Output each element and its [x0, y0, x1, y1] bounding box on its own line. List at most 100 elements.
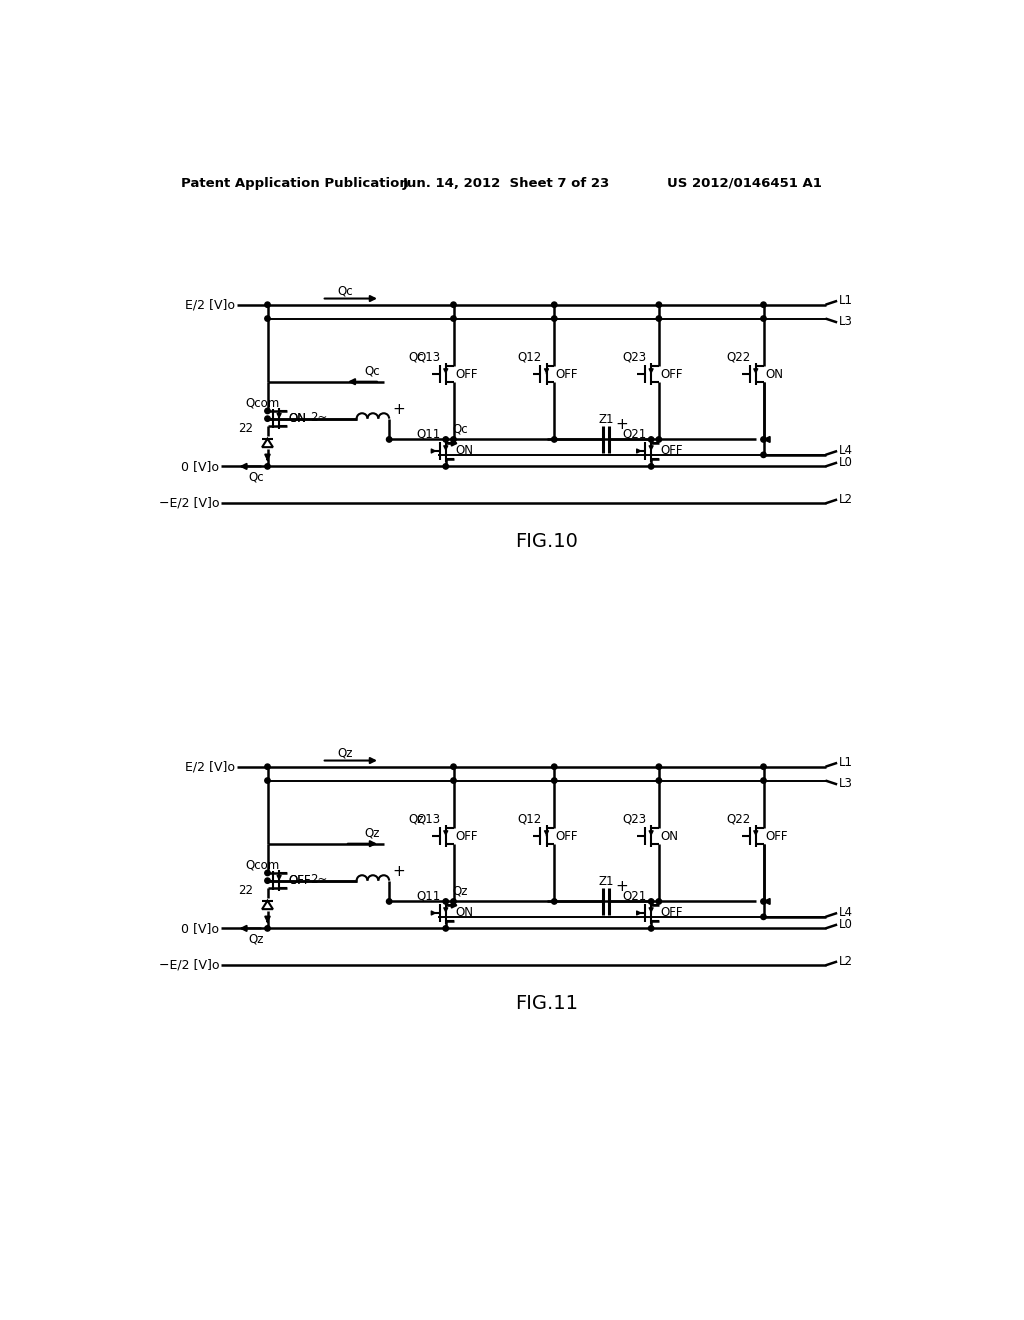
Circle shape — [265, 777, 270, 783]
Text: Qc: Qc — [337, 284, 353, 297]
Circle shape — [761, 437, 766, 442]
Circle shape — [443, 463, 449, 469]
Circle shape — [451, 777, 457, 783]
Text: Qcom: Qcom — [246, 397, 280, 409]
Circle shape — [656, 302, 662, 308]
Circle shape — [761, 915, 766, 920]
Text: +: + — [615, 879, 629, 894]
Text: OFF: OFF — [455, 829, 477, 842]
Text: −E/2 [V]o: −E/2 [V]o — [159, 496, 219, 510]
Text: Qz: Qz — [337, 746, 352, 759]
Circle shape — [265, 416, 270, 421]
Circle shape — [552, 777, 557, 783]
Text: Q23: Q23 — [622, 813, 646, 825]
Text: Jun. 14, 2012  Sheet 7 of 23: Jun. 14, 2012 Sheet 7 of 23 — [403, 177, 610, 190]
Text: 2~: 2~ — [310, 873, 328, 886]
Text: ON: ON — [289, 412, 306, 425]
Circle shape — [761, 302, 766, 308]
Circle shape — [552, 764, 557, 770]
Text: FIG.11: FIG.11 — [515, 994, 578, 1014]
Text: E/2 [V]o: E/2 [V]o — [185, 760, 234, 774]
Circle shape — [552, 899, 557, 904]
Text: OFF: OFF — [455, 367, 477, 380]
Text: +: + — [392, 401, 406, 417]
Circle shape — [443, 925, 449, 931]
Text: OFF: OFF — [289, 874, 311, 887]
Text: Qc: Qc — [409, 351, 424, 363]
Text: ON: ON — [455, 445, 473, 458]
Text: OFF: OFF — [765, 829, 787, 842]
Text: +: + — [615, 417, 629, 432]
Circle shape — [265, 870, 270, 875]
Text: FIG.10: FIG.10 — [515, 532, 578, 552]
Text: Q23: Q23 — [622, 351, 646, 363]
Text: L4: L4 — [839, 445, 853, 458]
Circle shape — [656, 899, 662, 904]
Circle shape — [265, 315, 270, 321]
Text: OFF: OFF — [556, 367, 579, 380]
Text: Q12: Q12 — [517, 351, 542, 363]
Text: L0: L0 — [839, 917, 853, 931]
Text: ON: ON — [455, 907, 473, 920]
Text: Q13: Q13 — [417, 351, 440, 363]
Circle shape — [648, 925, 654, 931]
Circle shape — [451, 302, 457, 308]
Text: OFF: OFF — [660, 367, 683, 380]
Text: L1: L1 — [839, 756, 853, 770]
Text: US 2012/0146451 A1: US 2012/0146451 A1 — [667, 177, 821, 190]
Text: L3: L3 — [839, 777, 853, 791]
Text: OFF: OFF — [556, 829, 579, 842]
Circle shape — [265, 925, 270, 931]
Circle shape — [656, 315, 662, 321]
Text: 0 [V]o: 0 [V]o — [181, 459, 219, 473]
Text: 2~: 2~ — [310, 411, 328, 424]
Text: L4: L4 — [839, 907, 853, 920]
Text: L1: L1 — [839, 294, 853, 308]
Text: Q21: Q21 — [622, 428, 646, 441]
Text: +: + — [392, 863, 406, 879]
Text: Patent Application Publication: Patent Application Publication — [180, 177, 409, 190]
Text: Q21: Q21 — [622, 890, 646, 903]
Circle shape — [451, 899, 457, 904]
Text: Qz: Qz — [365, 826, 380, 840]
Circle shape — [451, 315, 457, 321]
Circle shape — [451, 764, 457, 770]
Text: Q13: Q13 — [417, 813, 440, 825]
Text: Q12: Q12 — [517, 813, 542, 825]
Text: OFF: OFF — [289, 874, 311, 887]
Text: Qc: Qc — [452, 422, 468, 436]
Circle shape — [386, 899, 392, 904]
Text: ON: ON — [765, 367, 783, 380]
Circle shape — [648, 899, 654, 904]
Text: E/2 [V]o: E/2 [V]o — [185, 298, 234, 312]
Circle shape — [761, 453, 766, 458]
Text: Qz: Qz — [248, 933, 263, 945]
Circle shape — [265, 408, 270, 413]
Text: Z1: Z1 — [598, 875, 614, 888]
Circle shape — [648, 463, 654, 469]
Circle shape — [552, 302, 557, 308]
Circle shape — [761, 777, 766, 783]
Text: Q22: Q22 — [727, 351, 751, 363]
Text: −E/2 [V]o: −E/2 [V]o — [159, 958, 219, 972]
Circle shape — [552, 437, 557, 442]
Text: L2: L2 — [839, 954, 853, 968]
Text: OFF: OFF — [660, 445, 683, 458]
Text: Qz: Qz — [452, 884, 467, 898]
Circle shape — [761, 764, 766, 770]
Text: Q11: Q11 — [417, 428, 440, 441]
Circle shape — [656, 764, 662, 770]
Circle shape — [386, 437, 392, 442]
Text: Qc: Qc — [248, 471, 264, 483]
Circle shape — [265, 764, 270, 770]
Circle shape — [552, 315, 557, 321]
Text: Q22: Q22 — [727, 813, 751, 825]
Text: Qz: Qz — [409, 813, 424, 825]
Circle shape — [443, 437, 449, 442]
Text: Qc: Qc — [365, 364, 380, 378]
Text: 22: 22 — [239, 422, 254, 436]
Circle shape — [656, 437, 662, 442]
Text: Z1: Z1 — [598, 413, 614, 426]
Circle shape — [648, 437, 654, 442]
Circle shape — [656, 777, 662, 783]
